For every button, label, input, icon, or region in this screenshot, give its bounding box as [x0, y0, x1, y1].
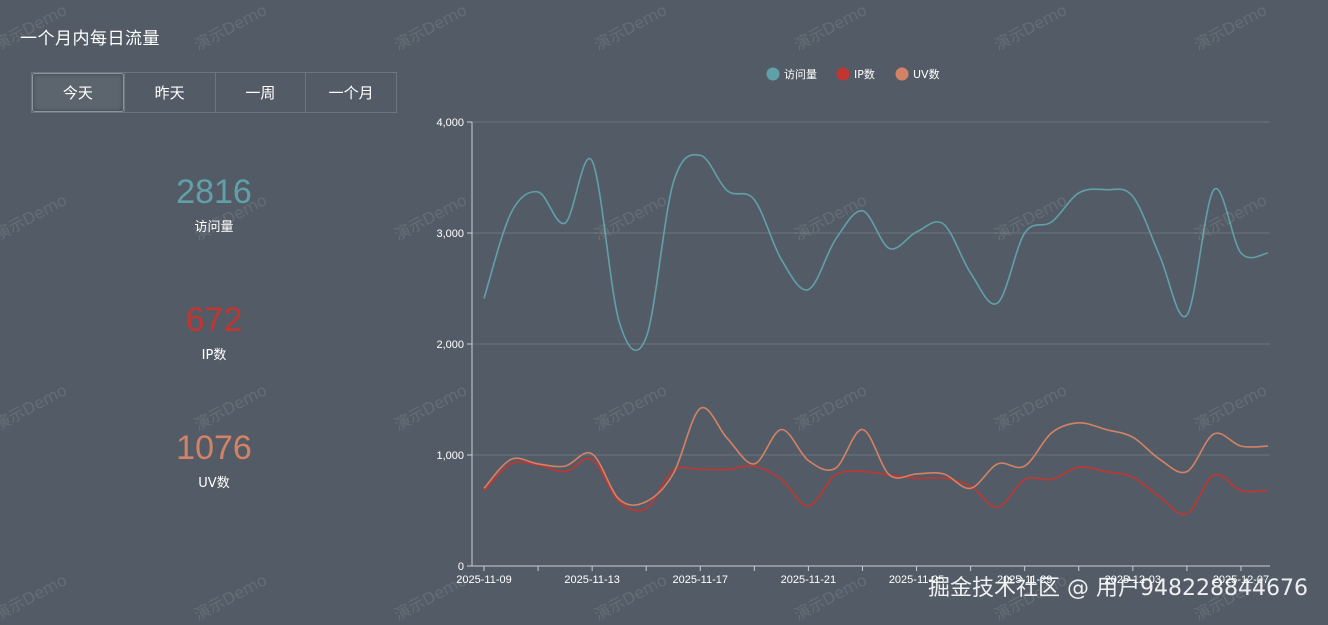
y-tick-label: 1,000	[436, 450, 464, 462]
series-line-1	[483, 457, 1269, 516]
tab-today[interactable]: 今天	[32, 73, 124, 112]
x-tick-label: 2025-11-21	[781, 574, 836, 586]
tab-month[interactable]: 一个月	[305, 73, 396, 112]
tab-week[interactable]: 一周	[214, 73, 306, 112]
y-tick-label: 3,000	[436, 228, 464, 240]
x-tick-label: 2025-11-29	[997, 574, 1052, 586]
legend-label-0: 访问量	[784, 68, 817, 81]
stat-visits-label: 访问量	[194, 220, 234, 235]
stat-uv: 1076 UV数	[114, 430, 314, 491]
x-tick-label: 2025-11-17	[673, 574, 728, 586]
stat-ip-label: IP数	[201, 348, 227, 363]
legend-marker-2	[895, 67, 909, 81]
stat-ip: 672 IP数	[114, 302, 314, 363]
x-tick-label: 2025-12-07	[1213, 574, 1269, 586]
stat-visits: 2816 访问量	[114, 174, 314, 235]
series-line-0	[483, 154, 1269, 351]
tab-yesterday[interactable]: 昨天	[123, 73, 215, 112]
x-tick-label: 2025-11-13	[564, 574, 619, 586]
page-title: 一个月内每日流量	[20, 29, 160, 49]
y-tick-label: 2,000	[436, 339, 464, 351]
stat-uv-label: UV数	[198, 476, 230, 491]
legend-label-2: UV数	[913, 68, 940, 81]
x-tick-label: 2025-11-25	[889, 574, 944, 586]
x-tick-label: 2025-11-09	[456, 574, 511, 586]
time-range-tabs: 今天 昨天 一周 一个月	[31, 72, 397, 113]
y-tick-label: 4,000	[436, 117, 464, 129]
legend-label-1: IP数	[854, 68, 875, 81]
legend-marker-1	[836, 67, 850, 81]
stat-visits-value: 2816	[176, 173, 252, 211]
x-tick-label: 2025-12-03	[1105, 574, 1161, 586]
stat-uv-value: 1076	[176, 429, 252, 467]
stat-ip-value: 672	[185, 301, 243, 339]
series-line-2	[483, 406, 1269, 506]
y-tick-label: 0	[458, 561, 464, 573]
legend-marker-0	[766, 67, 780, 81]
